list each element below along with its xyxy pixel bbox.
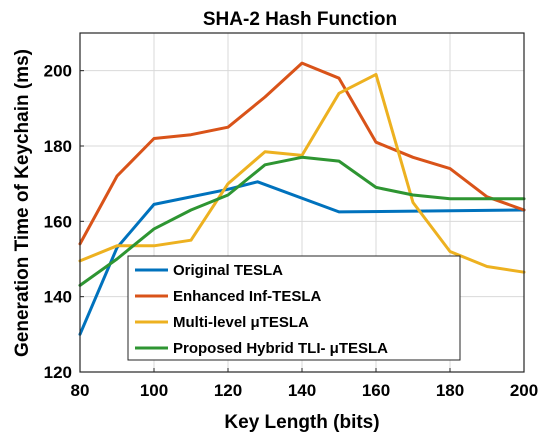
y-tick-label: 180 <box>44 137 72 156</box>
series-line-4 <box>78 155 526 287</box>
series-line-1 <box>78 180 526 336</box>
x-tick-label: 120 <box>214 381 242 400</box>
chart-title: SHA-2 Hash Function <box>203 9 397 30</box>
series-line-3 <box>78 72 526 274</box>
axis-ticks: 80 100 120 140 160 180 200 120 140 160 180 200 <box>44 62 539 400</box>
x-axis-label: Key Length (bits) <box>224 412 379 433</box>
y-tick-label: 160 <box>44 212 72 231</box>
series-line-2 <box>78 61 526 246</box>
y-axis-label: Generation Time of Keychain (ms) <box>12 49 33 357</box>
x-tick-label: 80 <box>71 381 90 400</box>
x-tick-label: 100 <box>140 381 168 400</box>
series-lines <box>78 61 526 336</box>
legend-label-3: Multi-level μTESLA <box>173 314 309 331</box>
legend-label-4: Proposed Hybrid TLI- μTESLA <box>173 340 388 357</box>
y-tick-label: 140 <box>44 288 72 307</box>
legend: Original TESLA Enhanced Inf-TESLA Multi-le… <box>127 255 461 361</box>
x-tick-label: 180 <box>436 381 464 400</box>
legend-box <box>127 255 461 361</box>
x-tick-label: 160 <box>362 381 390 400</box>
legend-label-2: Enhanced Inf-TESLA <box>173 288 322 305</box>
y-tick-label: 200 <box>44 62 72 81</box>
legend-label-1: Original TESLA <box>173 262 283 279</box>
x-tick-label: 140 <box>288 381 316 400</box>
x-tick-label: 200 <box>510 381 538 400</box>
y-tick-label: 120 <box>44 363 72 382</box>
